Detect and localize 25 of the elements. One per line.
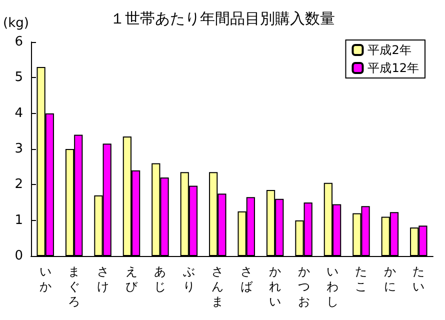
x-tick-label: たい bbox=[412, 264, 425, 294]
y-axis-title: (kg) bbox=[3, 16, 29, 31]
y-tick-label: 6 bbox=[14, 34, 23, 50]
x-tick-label: まぐろ bbox=[68, 264, 80, 308]
x-tick-label: えび bbox=[126, 264, 138, 294]
y-tick-label: 0 bbox=[14, 248, 23, 264]
y-tick-label: 3 bbox=[14, 142, 23, 156]
x-tick-label: かつお bbox=[298, 264, 310, 308]
x-tick-label: いか bbox=[39, 264, 52, 294]
x-tick-label: さんま bbox=[212, 264, 224, 308]
x-tick-label: かに bbox=[384, 264, 396, 294]
x-tick-label: あじ bbox=[154, 264, 166, 294]
legend-label: 平成12年 bbox=[368, 61, 420, 75]
y-tick-label: 1 bbox=[14, 212, 23, 228]
x-tick-label: いわし bbox=[326, 264, 338, 308]
x-tick-label: さけ bbox=[96, 264, 109, 294]
x-tick-label: たこ bbox=[355, 264, 368, 294]
x-tick-label: かれい bbox=[269, 264, 282, 308]
y-tick-label: 2 bbox=[14, 177, 23, 192]
y-tick-label: 5 bbox=[14, 70, 23, 86]
chart-title: １世帯あたり年間品目別購入数量 bbox=[110, 10, 335, 28]
x-tick-label: さば bbox=[240, 264, 254, 294]
y-tick-label: 4 bbox=[14, 106, 23, 121]
x-tick-label: ぶり bbox=[182, 264, 195, 294]
legend-label: 平成2年 bbox=[368, 43, 412, 57]
